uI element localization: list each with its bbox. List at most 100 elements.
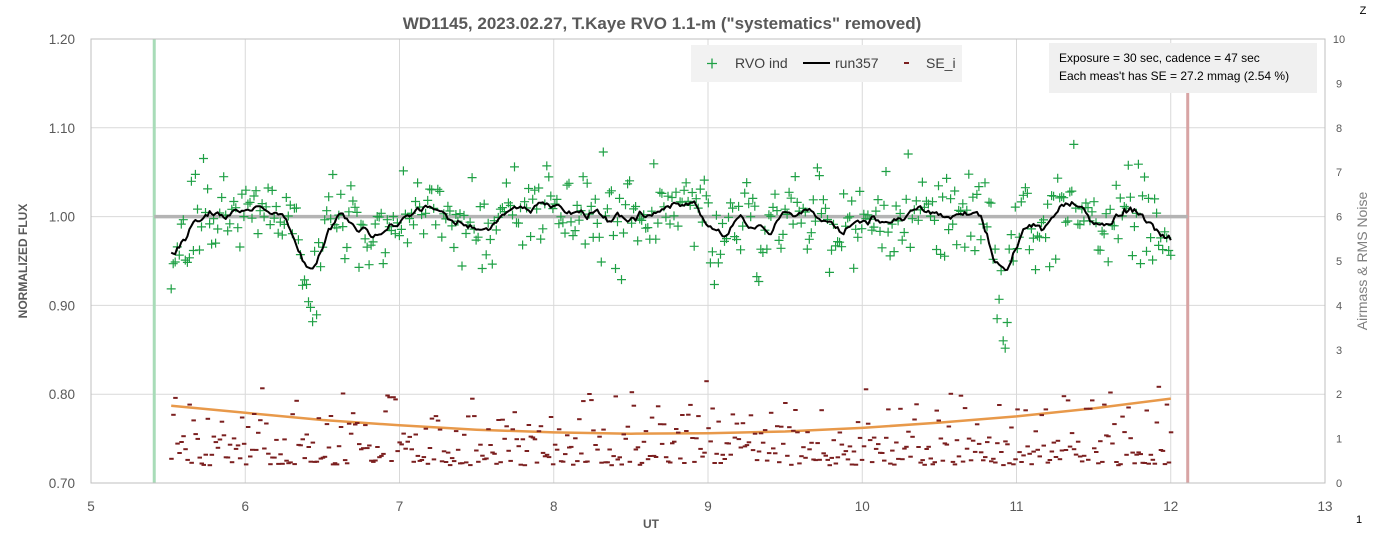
se-point bbox=[1005, 443, 1010, 446]
se-point bbox=[399, 443, 404, 446]
se-point bbox=[544, 453, 550, 456]
rvo-ind-point bbox=[897, 235, 907, 245]
rvo-ind-point bbox=[233, 223, 243, 233]
rvo-ind-point bbox=[984, 197, 994, 207]
se-point bbox=[460, 462, 465, 465]
se-point bbox=[538, 425, 544, 428]
rvo-ind-point bbox=[312, 310, 322, 320]
se-point bbox=[655, 405, 661, 408]
se-point bbox=[591, 429, 596, 432]
se-point bbox=[869, 461, 875, 464]
se-point bbox=[615, 458, 620, 461]
rvo-ind-point bbox=[554, 219, 564, 229]
se-point bbox=[353, 423, 358, 426]
rvo-ind-point bbox=[352, 207, 362, 217]
rvo-ind-point bbox=[396, 224, 406, 234]
rvo-ind-point bbox=[574, 215, 584, 225]
rvo-ind-point bbox=[1150, 194, 1160, 204]
y-axis-ticks: 0.70 0.80 0.90 1.00 1.10 1.20 bbox=[49, 32, 75, 491]
se-point bbox=[1001, 464, 1006, 467]
rvo-ind-point bbox=[649, 159, 659, 169]
rvo-ind-point bbox=[1160, 227, 1170, 237]
legend: RVO ind run357 SE_i bbox=[691, 45, 962, 82]
rvo-ind-point bbox=[370, 219, 380, 229]
se-point bbox=[413, 433, 418, 436]
se-point bbox=[484, 457, 489, 460]
se-point bbox=[548, 416, 554, 418]
se-point bbox=[1092, 447, 1097, 450]
rvo-ind-point bbox=[950, 186, 960, 196]
rvo-ind-point bbox=[1140, 172, 1149, 182]
rvo-ind-point bbox=[1043, 199, 1053, 209]
rvo-ind-point bbox=[877, 243, 887, 253]
se-point bbox=[750, 449, 756, 452]
se-point bbox=[552, 443, 558, 446]
rvo-ind-point bbox=[423, 195, 433, 205]
rvo-ind-point bbox=[948, 219, 958, 229]
se-point bbox=[445, 451, 451, 454]
rvo-ind-point bbox=[627, 218, 637, 228]
se-point bbox=[1112, 423, 1117, 426]
rvo-ind-point bbox=[514, 218, 523, 228]
se-point bbox=[512, 411, 517, 414]
se-point bbox=[516, 445, 521, 448]
se-point bbox=[853, 463, 859, 466]
se-point bbox=[195, 437, 200, 440]
se-point bbox=[756, 450, 762, 453]
rvo-ind-point bbox=[568, 231, 578, 241]
se-point bbox=[260, 387, 265, 390]
rvo-ind-point bbox=[510, 162, 519, 172]
se-point bbox=[1017, 451, 1022, 454]
se-point bbox=[657, 423, 663, 426]
rvo-ind-point bbox=[1158, 245, 1168, 255]
se-point bbox=[579, 452, 584, 455]
rvo-ind-point bbox=[613, 217, 622, 227]
se-point bbox=[435, 419, 441, 422]
rvo-ind-point bbox=[934, 181, 943, 191]
rvo-ind-point bbox=[362, 242, 372, 252]
se-point bbox=[1059, 449, 1065, 452]
rvo-ind-point bbox=[168, 259, 178, 269]
rvo-ind-point bbox=[796, 218, 806, 228]
se-point bbox=[1098, 440, 1103, 443]
se-point bbox=[1077, 455, 1083, 458]
se-point bbox=[441, 450, 447, 453]
rvo-ind-point bbox=[1113, 234, 1123, 244]
rvo-ind-point bbox=[308, 317, 318, 327]
se-point bbox=[235, 444, 241, 447]
rvo-ind-point bbox=[903, 149, 913, 159]
se-point bbox=[748, 414, 754, 417]
rvo-ind-point bbox=[205, 219, 215, 229]
rvo-ind-point bbox=[291, 203, 301, 213]
se-point bbox=[1094, 451, 1099, 453]
rvo-ind-point bbox=[281, 193, 291, 202]
rvo-ind-point bbox=[734, 201, 744, 211]
rvo-ind-point bbox=[998, 336, 1008, 346]
se-point bbox=[700, 455, 705, 458]
se-point bbox=[183, 448, 188, 451]
se-point bbox=[609, 464, 614, 467]
rvo-ind-point bbox=[235, 242, 245, 252]
se-point bbox=[1144, 409, 1149, 412]
rvo-ind-point bbox=[326, 214, 336, 224]
se-point bbox=[367, 444, 372, 447]
se-point bbox=[510, 428, 515, 431]
plot-area-border bbox=[90, 38, 1326, 484]
rvo-ind-point bbox=[348, 196, 358, 206]
se-point bbox=[225, 456, 231, 459]
se-point bbox=[494, 462, 499, 465]
rvo-ind-point bbox=[611, 264, 620, 273]
se-point bbox=[189, 461, 194, 464]
rvo-ind-point bbox=[243, 199, 253, 209]
rvo-ind-point bbox=[639, 210, 649, 220]
se-point bbox=[526, 424, 532, 426]
rvo-ind-point bbox=[378, 259, 388, 269]
rvo-ind-point bbox=[435, 186, 445, 196]
se-point bbox=[1019, 461, 1024, 463]
se-point bbox=[437, 428, 443, 431]
se-point bbox=[805, 431, 810, 434]
se-point bbox=[791, 429, 796, 432]
rvo-ind-point bbox=[770, 189, 780, 199]
se-point bbox=[734, 422, 740, 425]
se-point bbox=[518, 463, 523, 466]
